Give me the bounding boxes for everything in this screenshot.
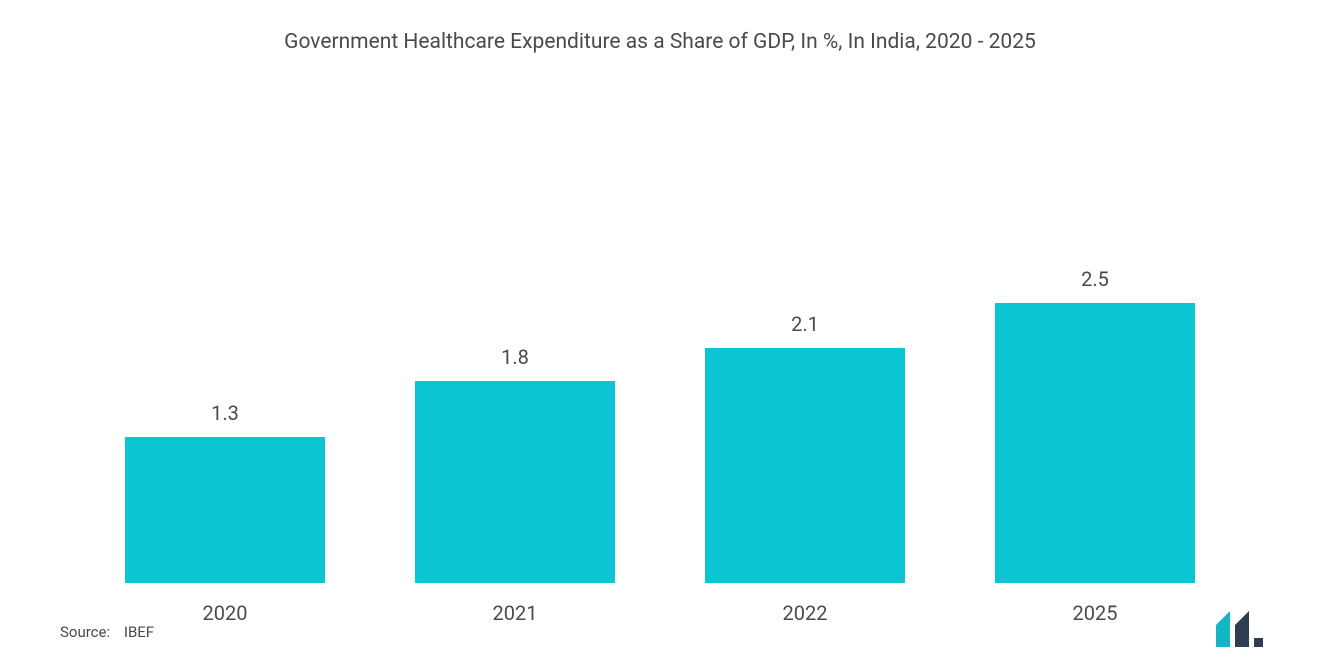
chart-container: Government Healthcare Expenditure as a S… [0,0,1320,665]
bar-value-label: 2.1 [791,312,819,336]
bar [415,381,614,583]
bar-group: 2.1 [677,312,932,583]
bar-value-label: 2.5 [1081,267,1109,291]
bar [995,303,1194,583]
bar [705,348,904,583]
bar [125,437,324,583]
bar-group: 2.5 [967,267,1222,583]
bar-group: 1.3 [97,401,352,583]
bar-value-label: 1.3 [211,401,239,425]
source-value: IBEF [124,623,154,641]
x-axis: 2020 2021 2022 2025 [60,583,1260,625]
source-label: Source: [60,623,110,641]
x-axis-label: 2022 [677,601,932,625]
bar-group: 1.8 [387,345,642,583]
x-axis-label: 2021 [387,601,642,625]
bar-value-label: 1.8 [501,345,529,369]
x-axis-label: 2020 [97,601,352,625]
chart-title: Government Healthcare Expenditure as a S… [60,30,1260,54]
plot-area: 1.3 1.8 2.1 2.5 [60,64,1260,583]
x-axis-label: 2025 [967,601,1222,625]
brand-logo [1216,611,1270,647]
source-line: Source: IBEF [60,623,154,641]
logo-bars-icon [1216,611,1263,647]
